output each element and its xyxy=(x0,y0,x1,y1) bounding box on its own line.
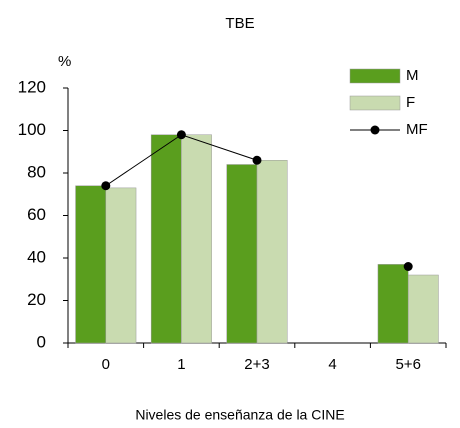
line-point xyxy=(403,262,413,271)
y-tick-label: 40 xyxy=(27,247,46,266)
x-axis-label: Niveles de enseñanza de la CINE xyxy=(135,407,344,423)
legend-label: F xyxy=(406,94,415,111)
bar xyxy=(75,185,107,344)
y-tick-label: 20 xyxy=(27,290,46,309)
bar xyxy=(150,134,182,344)
chart-title: TBE xyxy=(225,15,254,32)
line-point xyxy=(101,181,111,191)
bar xyxy=(256,160,288,344)
x-tick-label: 5+6 xyxy=(395,356,420,373)
x-tick-label: 1 xyxy=(177,356,185,373)
legend-marker xyxy=(370,125,380,135)
bar xyxy=(226,164,258,344)
y-axis-label: % xyxy=(58,53,71,70)
legend-label: MF xyxy=(406,121,428,138)
legend-swatch xyxy=(349,95,401,111)
bar xyxy=(105,187,137,344)
legend-label: M xyxy=(406,67,419,84)
legend-swatch xyxy=(349,68,401,84)
x-tick-label: 2+3 xyxy=(244,356,269,373)
line-point xyxy=(252,155,262,165)
bar xyxy=(377,264,409,344)
bar xyxy=(181,134,212,344)
line-point xyxy=(176,130,186,140)
y-tick-label: 100 xyxy=(18,120,46,139)
y-tick-label: 80 xyxy=(27,162,46,181)
x-tick-label: 0 xyxy=(102,356,110,373)
bar xyxy=(407,274,439,344)
y-tick-label: 60 xyxy=(27,205,46,224)
y-tick-label: 120 xyxy=(18,77,46,96)
y-tick-label: 0 xyxy=(37,332,46,351)
x-tick-label: 4 xyxy=(328,356,336,373)
